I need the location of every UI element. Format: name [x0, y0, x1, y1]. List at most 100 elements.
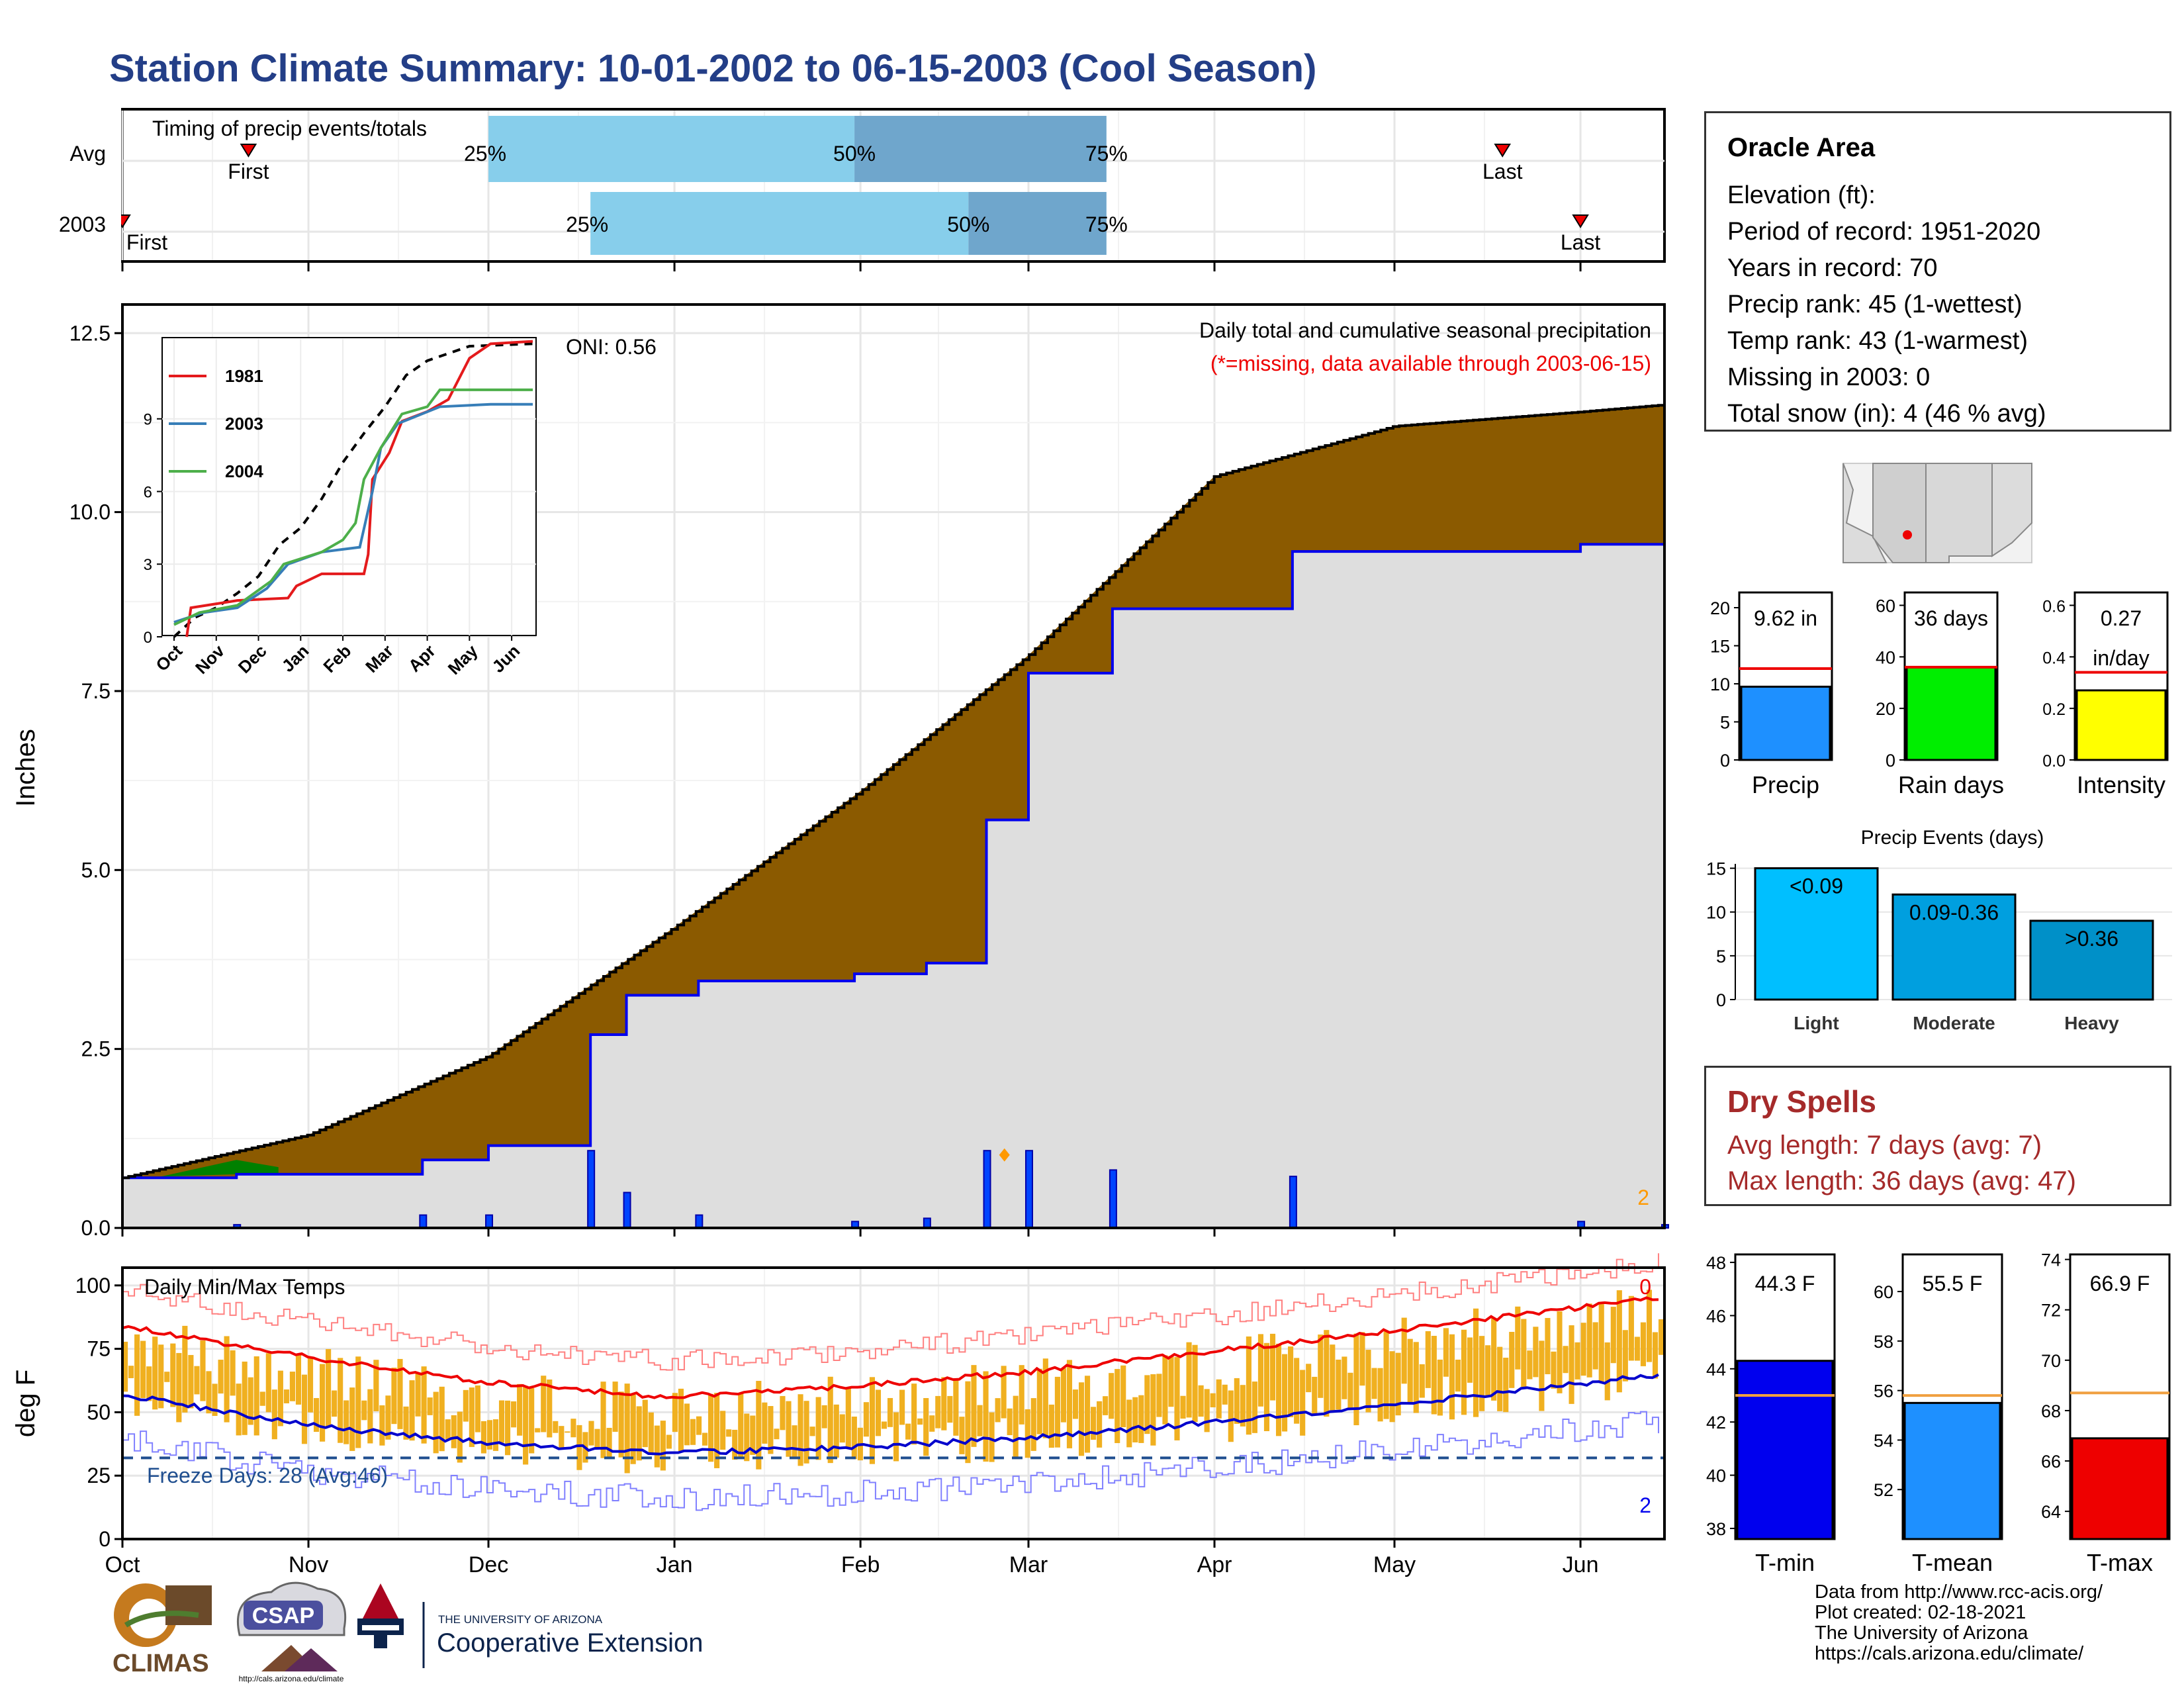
daily-temp-bar: [1174, 1357, 1180, 1440]
daily-precip-bar: [983, 1150, 991, 1229]
timing-last-marker: [1572, 214, 1589, 228]
tmax-summary: 64 66 68 70 72 74 66.9 F T-max: [2041, 1250, 2171, 1576]
daily-temp-bar: [553, 1421, 559, 1433]
daily-temp-bar: [1282, 1354, 1288, 1432]
missing-note: (*=missing, data available through 2003-…: [1210, 352, 1651, 375]
freeze-days-label: Freeze Days: 28 (Avg:46): [147, 1464, 388, 1487]
daily-temp-bar: [176, 1352, 182, 1423]
footer-line: https://cals.arizona.edu/climate/: [1815, 1643, 2084, 1664]
daily-temp-bar: [1515, 1306, 1521, 1370]
precip-summary-tick: 20: [1710, 598, 1730, 618]
daily-temp-bar: [1395, 1352, 1401, 1416]
daily-temp-bar: [690, 1419, 696, 1445]
precip-y-tick-label: 0.0: [81, 1216, 111, 1240]
daily-temp-bar: [875, 1389, 882, 1436]
daily-temp-bar: [194, 1366, 200, 1395]
intensity-summary-tick: 0.2: [2042, 700, 2066, 719]
inset-y-tick: 6: [144, 483, 152, 501]
daily-temp-bar: [421, 1366, 427, 1444]
tmax-summary-tick: 64: [2041, 1502, 2061, 1522]
events-bar: [1754, 867, 1879, 1001]
daily-temp-bar: [1610, 1307, 1616, 1364]
tmean-summary-tick: 56: [1874, 1382, 1893, 1401]
daily-temp-bar: [1007, 1408, 1013, 1436]
timing-last-marker: [1494, 144, 1511, 158]
events-bar: [1891, 893, 2017, 1001]
record-min-line: [122, 1411, 1659, 1511]
tmax-summary-title: T-max: [2087, 1549, 2153, 1576]
daily-temp-bar: [248, 1377, 253, 1425]
daily-temp-bar: [1263, 1342, 1270, 1431]
daily-temp-bar: [1060, 1368, 1066, 1423]
inset-legend-label: 1981: [225, 366, 263, 386]
daily-temp-bar: [1443, 1328, 1449, 1377]
daily-temp-bar: [1257, 1334, 1264, 1407]
daily-temp-bar: [1377, 1368, 1383, 1422]
daily-temp-bar: [1437, 1359, 1443, 1416]
ua-logo-top: THE UNIVERSITY OF ARIZONA: [438, 1613, 603, 1626]
tmean-summary-title: T-mean: [1912, 1549, 1993, 1576]
daily-temp-bar: [1586, 1303, 1592, 1378]
station-elevation: Elevation (ft):: [1727, 181, 1876, 209]
daily-temp-bar: [1024, 1409, 1030, 1458]
daily-temp-bar: [158, 1344, 164, 1409]
inset-legend-label: 2004: [225, 461, 263, 481]
tmean-summary-tick: 60: [1874, 1282, 1893, 1302]
month-label: Oct: [105, 1552, 140, 1577]
tmean-summary-tick: 52: [1874, 1480, 1893, 1500]
month-label: Feb: [841, 1552, 880, 1577]
daily-temp-bar: [1491, 1317, 1497, 1401]
daily-temp-bar: [965, 1381, 971, 1464]
daily-temp-bar: [1192, 1344, 1198, 1423]
timing-p25: 25%: [566, 212, 608, 236]
station-info-box: Oracle Area Elevation (ft): Period of re…: [1704, 111, 2171, 432]
tmin-summary-tick: 38: [1706, 1519, 1726, 1539]
footer-line: The University of Arizona: [1815, 1622, 2028, 1644]
precip-y-tick-label: 12.5: [69, 321, 111, 345]
daily-temp-bar: [827, 1376, 833, 1464]
precip-summary-tick: 5: [1720, 713, 1730, 733]
daily-precip-bar: [587, 1150, 596, 1229]
daily-temp-bar: [678, 1388, 684, 1452]
daily-temp-bar: [1467, 1337, 1473, 1383]
daily-temp-bar: [983, 1371, 989, 1462]
tmax-summary-tick: 68: [2041, 1401, 2061, 1421]
daily-temp-bar: [1144, 1375, 1150, 1434]
daily-temp-bar: [1019, 1365, 1024, 1425]
daily-temp-bar: [666, 1434, 672, 1449]
temp-y-tick-label: 75: [87, 1337, 111, 1361]
temperature-bar-charts: 38 40 42 44 46 48 44.3 F T-min 52 54 56 58 60 55.5 F T…: [1706, 1250, 2171, 1576]
daily-temp-bar: [1324, 1330, 1330, 1417]
daily-temp-bar: [188, 1354, 194, 1409]
daily-temp-bar: [529, 1387, 535, 1454]
daily-temp-bar: [612, 1382, 618, 1432]
tmin-summary: 38 40 42 44 46 48 44.3 F T-min: [1706, 1253, 1836, 1576]
daily-temp-bar: [1103, 1396, 1109, 1415]
daily-temp-bar: [1604, 1342, 1610, 1401]
daily-temp-bar: [230, 1350, 236, 1396]
events-bar-label: >0.36: [2065, 927, 2118, 951]
daily-temp-bar: [1598, 1304, 1604, 1382]
daily-temp-bar: [959, 1417, 965, 1454]
tmax-summary-tick: 70: [2041, 1351, 2061, 1371]
daily-temp-bar: [289, 1372, 295, 1401]
daily-temp-bar: [750, 1415, 756, 1455]
precip-summary: 0 5 10 15 20 9.62 in Precip: [1710, 591, 1833, 798]
daily-temp-bar: [486, 1420, 493, 1450]
daily-temp-bar: [1371, 1368, 1377, 1399]
intensity-summary: 0.0 0.2 0.4 0.6 0.27 in/day Intensity: [2042, 591, 2169, 798]
daily-temp-bar: [1359, 1332, 1365, 1386]
daily-temp-bar: [1569, 1325, 1574, 1404]
temp-y-tick-label: 25: [87, 1464, 111, 1487]
daily-temp-bar: [1485, 1345, 1491, 1396]
tmax-summary-value-label: 66.9 F: [2090, 1272, 2150, 1295]
raindays-summary-tick: 0: [1886, 751, 1895, 771]
station-location-marker: [1903, 530, 1912, 539]
daily-temp-bar: [361, 1400, 367, 1421]
current-cumulative-line: [122, 540, 1666, 1180]
daily-temp-bar: [995, 1398, 1001, 1423]
dry-spells-box: Dry Spells Avg length: 7 days (avg: 7) M…: [1704, 1066, 2171, 1206]
daily-temp-bar: [1001, 1366, 1007, 1419]
intensity-summary-value-label: 0.27: [2101, 606, 2142, 630]
